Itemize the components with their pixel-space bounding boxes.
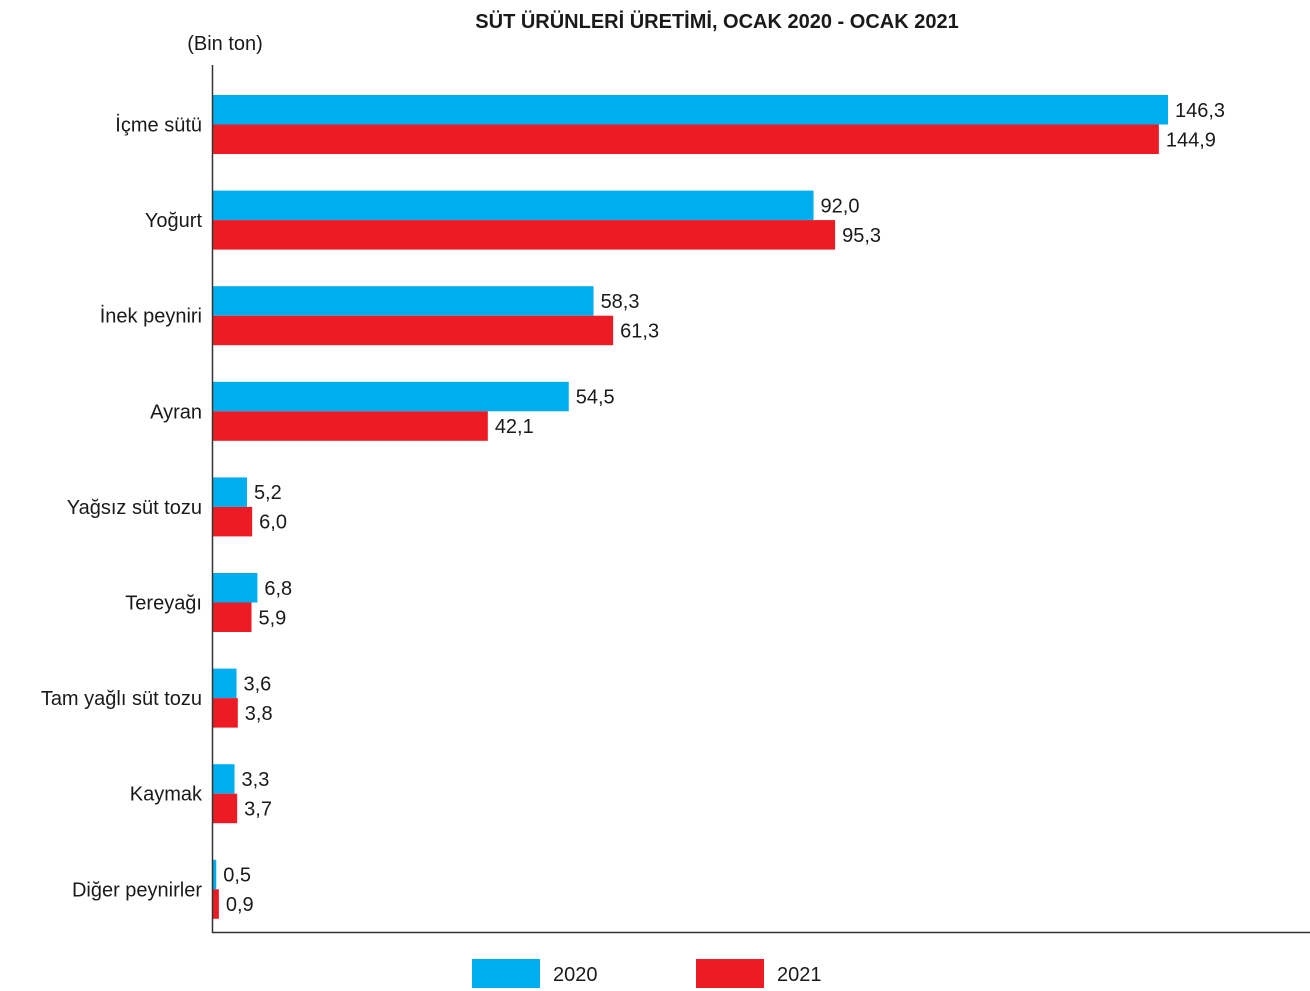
value-label-2021: 3,8: [245, 703, 273, 725]
legend-swatch-2020: [472, 959, 540, 988]
value-label-2020: 6,8: [264, 578, 292, 600]
category-label: Kaymak: [130, 784, 203, 806]
value-label-2020: 5,2: [254, 482, 282, 504]
category-label: Yağsız süt tozu: [67, 497, 202, 519]
category-label: Ayran: [150, 401, 202, 423]
category-label: Diğer peynirler: [72, 879, 202, 901]
value-label-2021: 6,0: [259, 512, 287, 534]
category-label: İçme sütü: [115, 114, 202, 137]
value-label-2021: 144,9: [1166, 129, 1216, 151]
category-label: Yoğurt: [145, 210, 203, 232]
bar-2021: [213, 220, 836, 250]
value-label-2021: 95,3: [842, 225, 881, 247]
bars-group: [213, 95, 1168, 919]
legend-label-2021: 2021: [777, 964, 822, 986]
bar-2020: [213, 477, 247, 507]
bar-2021: [213, 602, 252, 632]
bar-2021: [213, 506, 253, 537]
bar-2020: [213, 668, 237, 699]
bar-2020: [213, 764, 235, 794]
category-label: Tam yağlı süt tozu: [41, 688, 202, 710]
bar-2020: [213, 381, 569, 412]
value-label-2020: 3,6: [243, 673, 271, 695]
legend: 2020 2021: [472, 959, 822, 988]
value-label-2021: 0,9: [226, 894, 254, 916]
bar-2020: [213, 573, 258, 603]
bar-2020: [213, 95, 1168, 125]
bar-2021: [213, 698, 238, 728]
value-label-2020: 0,5: [223, 865, 251, 887]
value-label-2021: 3,7: [244, 798, 272, 820]
bar-2021: [213, 793, 238, 824]
legend-label-2020: 2020: [553, 964, 598, 986]
labels-group: İçme sütü 146,3 144,9 Yoğurt 92,0 95,3 İnek pe…: [41, 100, 1225, 916]
bar-2020: [213, 190, 814, 221]
value-label-2020: 146,3: [1175, 100, 1225, 122]
unit-label: (Bin ton): [187, 33, 263, 55]
value-label-2020: 3,3: [242, 769, 270, 791]
bar-2021: [213, 411, 488, 441]
legend-swatch-2021: [696, 959, 764, 988]
bar-2021: [213, 889, 219, 919]
value-label-2021: 61,3: [620, 320, 659, 342]
value-label-2020: 58,3: [601, 291, 640, 313]
value-label-2021: 5,9: [259, 607, 287, 629]
value-label-2020: 92,0: [821, 195, 860, 217]
value-label-2020: 54,5: [576, 387, 615, 409]
bar-2021: [213, 124, 1159, 154]
bar-2020: [213, 859, 217, 890]
category-label: Tereyağı: [125, 593, 202, 615]
chart-title: SÜT ÜRÜNLERİ ÜRETİMİ, OCAK 2020 - OCAK 2…: [475, 10, 958, 33]
bar-2020: [213, 286, 594, 316]
value-label-2021: 42,1: [495, 416, 534, 438]
bar-2021: [213, 315, 614, 346]
category-label: İnek peyniri: [100, 305, 202, 328]
